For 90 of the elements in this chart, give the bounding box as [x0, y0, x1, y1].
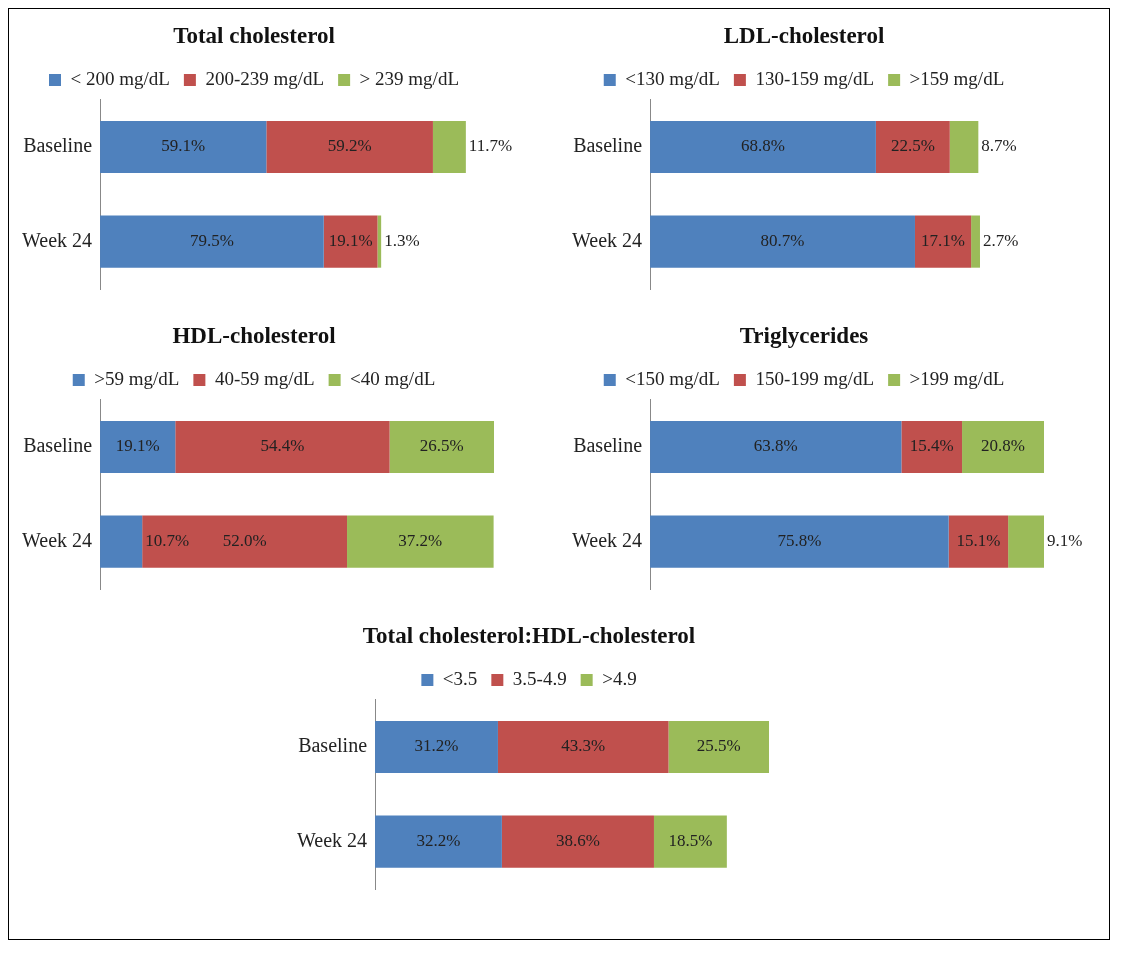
- bar: [377, 215, 382, 268]
- legend-label: 3.5-4.9: [512, 668, 567, 690]
- legend-label: 130-159 mg/dL: [755, 68, 875, 90]
- y-tick-label: Week 24: [572, 528, 643, 551]
- bar: [100, 120, 267, 173]
- chart-title: Triglycerides: [739, 322, 869, 348]
- bar: [432, 120, 466, 173]
- bar: [650, 515, 949, 568]
- bar: [914, 215, 972, 268]
- data-label: 59.1%: [161, 136, 206, 156]
- bar: [948, 515, 1009, 568]
- y-tick-label: Week 24: [297, 828, 368, 851]
- data-label: 19.1%: [328, 231, 373, 251]
- data-label: 38.6%: [555, 831, 600, 851]
- bar: [142, 515, 348, 568]
- y-tick-label: Baseline: [573, 434, 643, 457]
- data-label: 22.5%: [890, 136, 935, 156]
- y-tick-label: Baseline: [23, 434, 93, 457]
- chart-title: HDL-cholesterol: [172, 322, 336, 348]
- legend-label: >199 mg/dL: [909, 368, 1005, 390]
- data-label: 79.5%: [189, 231, 234, 251]
- data-label: 43.3%: [561, 736, 606, 756]
- data-label: 2.7%: [982, 231, 1019, 251]
- data-label: 8.7%: [981, 136, 1017, 156]
- legend-label: <40 mg/dL: [350, 368, 436, 390]
- bar: [347, 515, 494, 568]
- data-label: 63.8%: [753, 436, 798, 456]
- bar: [875, 120, 950, 173]
- bar: [901, 420, 963, 473]
- bar: [668, 720, 769, 773]
- legend-label: >159 mg/dL: [909, 68, 1005, 90]
- bar: [375, 720, 498, 773]
- data-label: 26.5%: [419, 436, 464, 456]
- bar: [323, 215, 378, 268]
- bar: [650, 215, 915, 268]
- bar: [266, 120, 433, 173]
- y-tick-label: Week 24: [22, 528, 93, 551]
- data-label: 18.5%: [668, 831, 713, 851]
- chart-title: Total cholesterol: [173, 22, 335, 48]
- data-label: 20.8%: [981, 436, 1025, 456]
- legend-label: < 200 mg/dL: [70, 68, 170, 90]
- data-label: 54.4%: [260, 436, 305, 456]
- bar: [375, 815, 502, 868]
- data-label: 25.5%: [696, 736, 741, 756]
- y-tick-label: Baseline: [23, 134, 93, 157]
- bar: [100, 515, 143, 568]
- y-tick-label: Baseline: [573, 134, 643, 157]
- chart-title: Total cholesterol:HDL-cholesterol: [362, 622, 696, 648]
- legend-label: > 239 mg/dL: [359, 68, 460, 90]
- legend-label: 150-199 mg/dL: [755, 368, 875, 390]
- bar: [1008, 515, 1044, 568]
- data-label: 15.4%: [909, 436, 954, 456]
- legend-label: 40-59 mg/dL: [214, 368, 315, 390]
- data-label: 31.2%: [414, 736, 459, 756]
- data-label: 19.1%: [115, 436, 160, 456]
- legend-label: >59 mg/dL: [94, 368, 180, 390]
- bar: [100, 215, 324, 268]
- bar: [497, 720, 669, 773]
- bar: [971, 215, 980, 268]
- data-label: 10.7%: [145, 531, 190, 551]
- legend-label: 200-239 mg/dL: [205, 68, 325, 90]
- bar: [100, 420, 176, 473]
- data-label: 59.2%: [327, 136, 372, 156]
- data-label: 37.2%: [398, 531, 443, 551]
- chart-title: LDL-cholesterol: [723, 22, 885, 48]
- bar: [653, 815, 727, 868]
- bar: [962, 420, 1044, 473]
- legend-label: <130 mg/dL: [625, 68, 720, 90]
- bar: [650, 420, 902, 473]
- data-label: 80.7%: [760, 231, 805, 251]
- legend-label: <3.5: [442, 668, 478, 690]
- y-tick-label: Week 24: [572, 228, 643, 251]
- data-label: 11.7%: [468, 136, 513, 156]
- bar: [175, 420, 390, 473]
- data-label: 52.0%: [222, 531, 267, 551]
- data-label: 32.2%: [416, 831, 461, 851]
- data-label: 75.8%: [777, 531, 822, 551]
- data-label: 17.1%: [921, 231, 966, 251]
- bar: [389, 420, 494, 473]
- y-tick-label: Week 24: [22, 228, 93, 251]
- bar: [650, 120, 876, 173]
- data-label: 68.8%: [741, 136, 785, 156]
- y-tick-label: Baseline: [298, 734, 368, 757]
- data-label: 9.1%: [1047, 531, 1083, 551]
- data-label: 1.3%: [384, 231, 420, 251]
- legend-label: <150 mg/dL: [625, 368, 720, 390]
- data-label: 15.1%: [956, 531, 1001, 551]
- bar: [501, 815, 654, 868]
- bar: [949, 120, 979, 173]
- legend-label: >4.9: [602, 668, 637, 690]
